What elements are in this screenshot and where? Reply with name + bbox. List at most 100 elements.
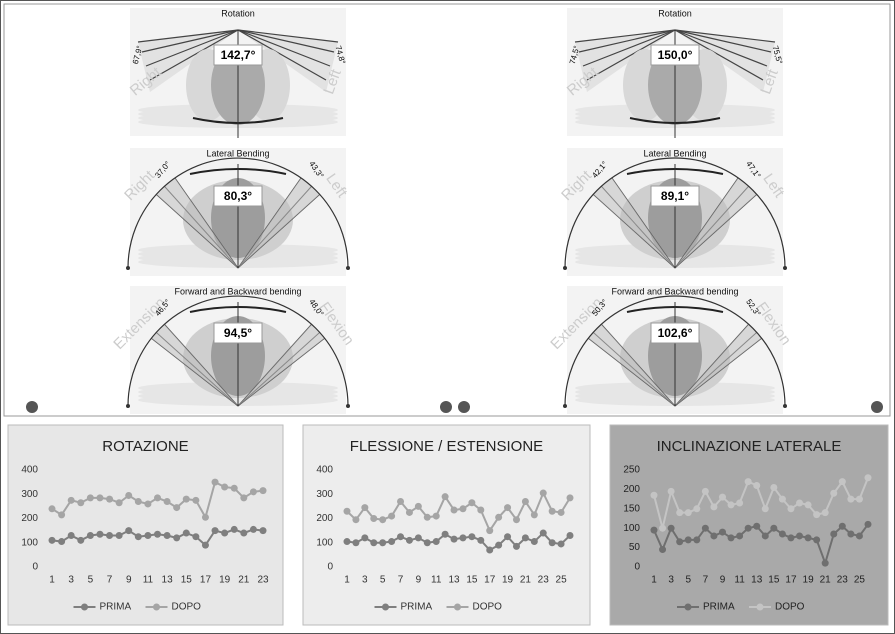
section-title: Lateral Bending — [206, 148, 269, 158]
data-point — [745, 478, 752, 485]
data-point — [839, 478, 846, 485]
total-value: 94,5° — [224, 326, 252, 340]
data-point — [504, 504, 511, 511]
chart-panel — [303, 425, 590, 625]
total-value: 150,0° — [658, 48, 693, 62]
data-point — [531, 538, 538, 545]
data-point — [651, 492, 658, 499]
legend-label: PRIMA — [703, 602, 735, 613]
data-point — [361, 534, 368, 541]
total-value: 102,6° — [658, 326, 693, 340]
data-point — [736, 532, 743, 539]
data-point — [736, 499, 743, 506]
data-point — [260, 527, 267, 534]
data-point — [805, 501, 812, 508]
data-point — [106, 496, 113, 503]
data-point — [406, 537, 413, 544]
legend-marker — [757, 604, 764, 611]
nav-button[interactable] — [458, 401, 470, 413]
data-point — [830, 490, 837, 497]
x-tick-label: 7 — [107, 575, 113, 586]
data-point — [49, 537, 56, 544]
y-tick-label: 300 — [21, 489, 38, 500]
data-point — [486, 527, 493, 534]
x-tick-label: 13 — [162, 575, 174, 586]
data-point — [787, 534, 794, 541]
data-point — [540, 530, 547, 537]
data-point — [388, 513, 395, 520]
x-tick-label: 11 — [143, 575, 154, 586]
data-point — [504, 533, 511, 540]
data-point — [495, 514, 502, 521]
data-point — [468, 533, 475, 540]
arc-end — [346, 266, 350, 270]
data-point — [787, 505, 794, 512]
data-point — [192, 533, 199, 540]
data-point — [183, 530, 190, 537]
data-point — [231, 526, 238, 533]
x-tick-label: 7 — [398, 575, 404, 586]
data-point — [719, 494, 726, 501]
data-point — [558, 540, 565, 547]
x-tick-label: 21 — [520, 575, 532, 586]
x-tick-label: 23 — [257, 575, 269, 586]
data-point — [745, 525, 752, 532]
data-point — [173, 534, 180, 541]
data-point — [164, 498, 171, 505]
y-tick-label: 0 — [32, 562, 38, 573]
x-tick-label: 1 — [651, 575, 657, 586]
data-point — [442, 531, 449, 538]
data-point — [839, 523, 846, 530]
legend-label: DOPO — [473, 602, 503, 613]
data-point — [406, 509, 413, 516]
x-tick-label: 19 — [219, 575, 231, 586]
data-point — [796, 532, 803, 539]
x-tick-label: 3 — [68, 575, 74, 586]
section-title: Forward and Backward bending — [611, 286, 738, 296]
data-point — [856, 532, 863, 539]
x-tick-label: 1 — [49, 575, 55, 586]
y-tick-label: 0 — [327, 562, 333, 573]
data-point — [522, 498, 529, 505]
data-point — [240, 494, 247, 501]
x-tick-label: 3 — [362, 575, 368, 586]
x-tick-label: 9 — [126, 575, 132, 586]
x-tick-label: 15 — [181, 575, 193, 586]
x-tick-label: 11 — [431, 575, 442, 586]
page: RightLeft67,9°74,8°Rotation142,7°RightLe… — [0, 0, 895, 634]
data-point — [116, 532, 123, 539]
data-point — [344, 538, 351, 545]
arc-end — [126, 266, 130, 270]
data-point — [549, 508, 556, 515]
data-point — [352, 539, 359, 546]
data-point — [728, 501, 735, 508]
data-point — [379, 539, 386, 546]
data-point — [685, 536, 692, 543]
arc-end — [563, 404, 567, 408]
y-tick-label: 400 — [21, 465, 38, 476]
data-point — [549, 539, 556, 546]
data-point — [813, 536, 820, 543]
nav-button[interactable] — [440, 401, 452, 413]
x-tick-label: 9 — [720, 575, 726, 586]
y-tick-label: 50 — [629, 542, 641, 553]
data-point — [865, 474, 872, 481]
data-point — [202, 542, 209, 549]
arc-end — [783, 266, 787, 270]
nav-button[interactable] — [26, 401, 38, 413]
data-point — [68, 532, 75, 539]
y-tick-label: 100 — [21, 537, 38, 548]
data-point — [96, 494, 103, 501]
y-tick-label: 400 — [316, 465, 333, 476]
data-point — [847, 531, 854, 538]
data-point — [710, 503, 717, 510]
data-point — [651, 527, 658, 534]
data-point — [212, 479, 219, 486]
data-point — [522, 534, 529, 541]
data-point — [135, 533, 142, 540]
nav-button[interactable] — [871, 401, 883, 413]
data-point — [397, 533, 404, 540]
data-point — [221, 483, 228, 490]
data-point — [352, 516, 359, 523]
data-point — [361, 504, 368, 511]
